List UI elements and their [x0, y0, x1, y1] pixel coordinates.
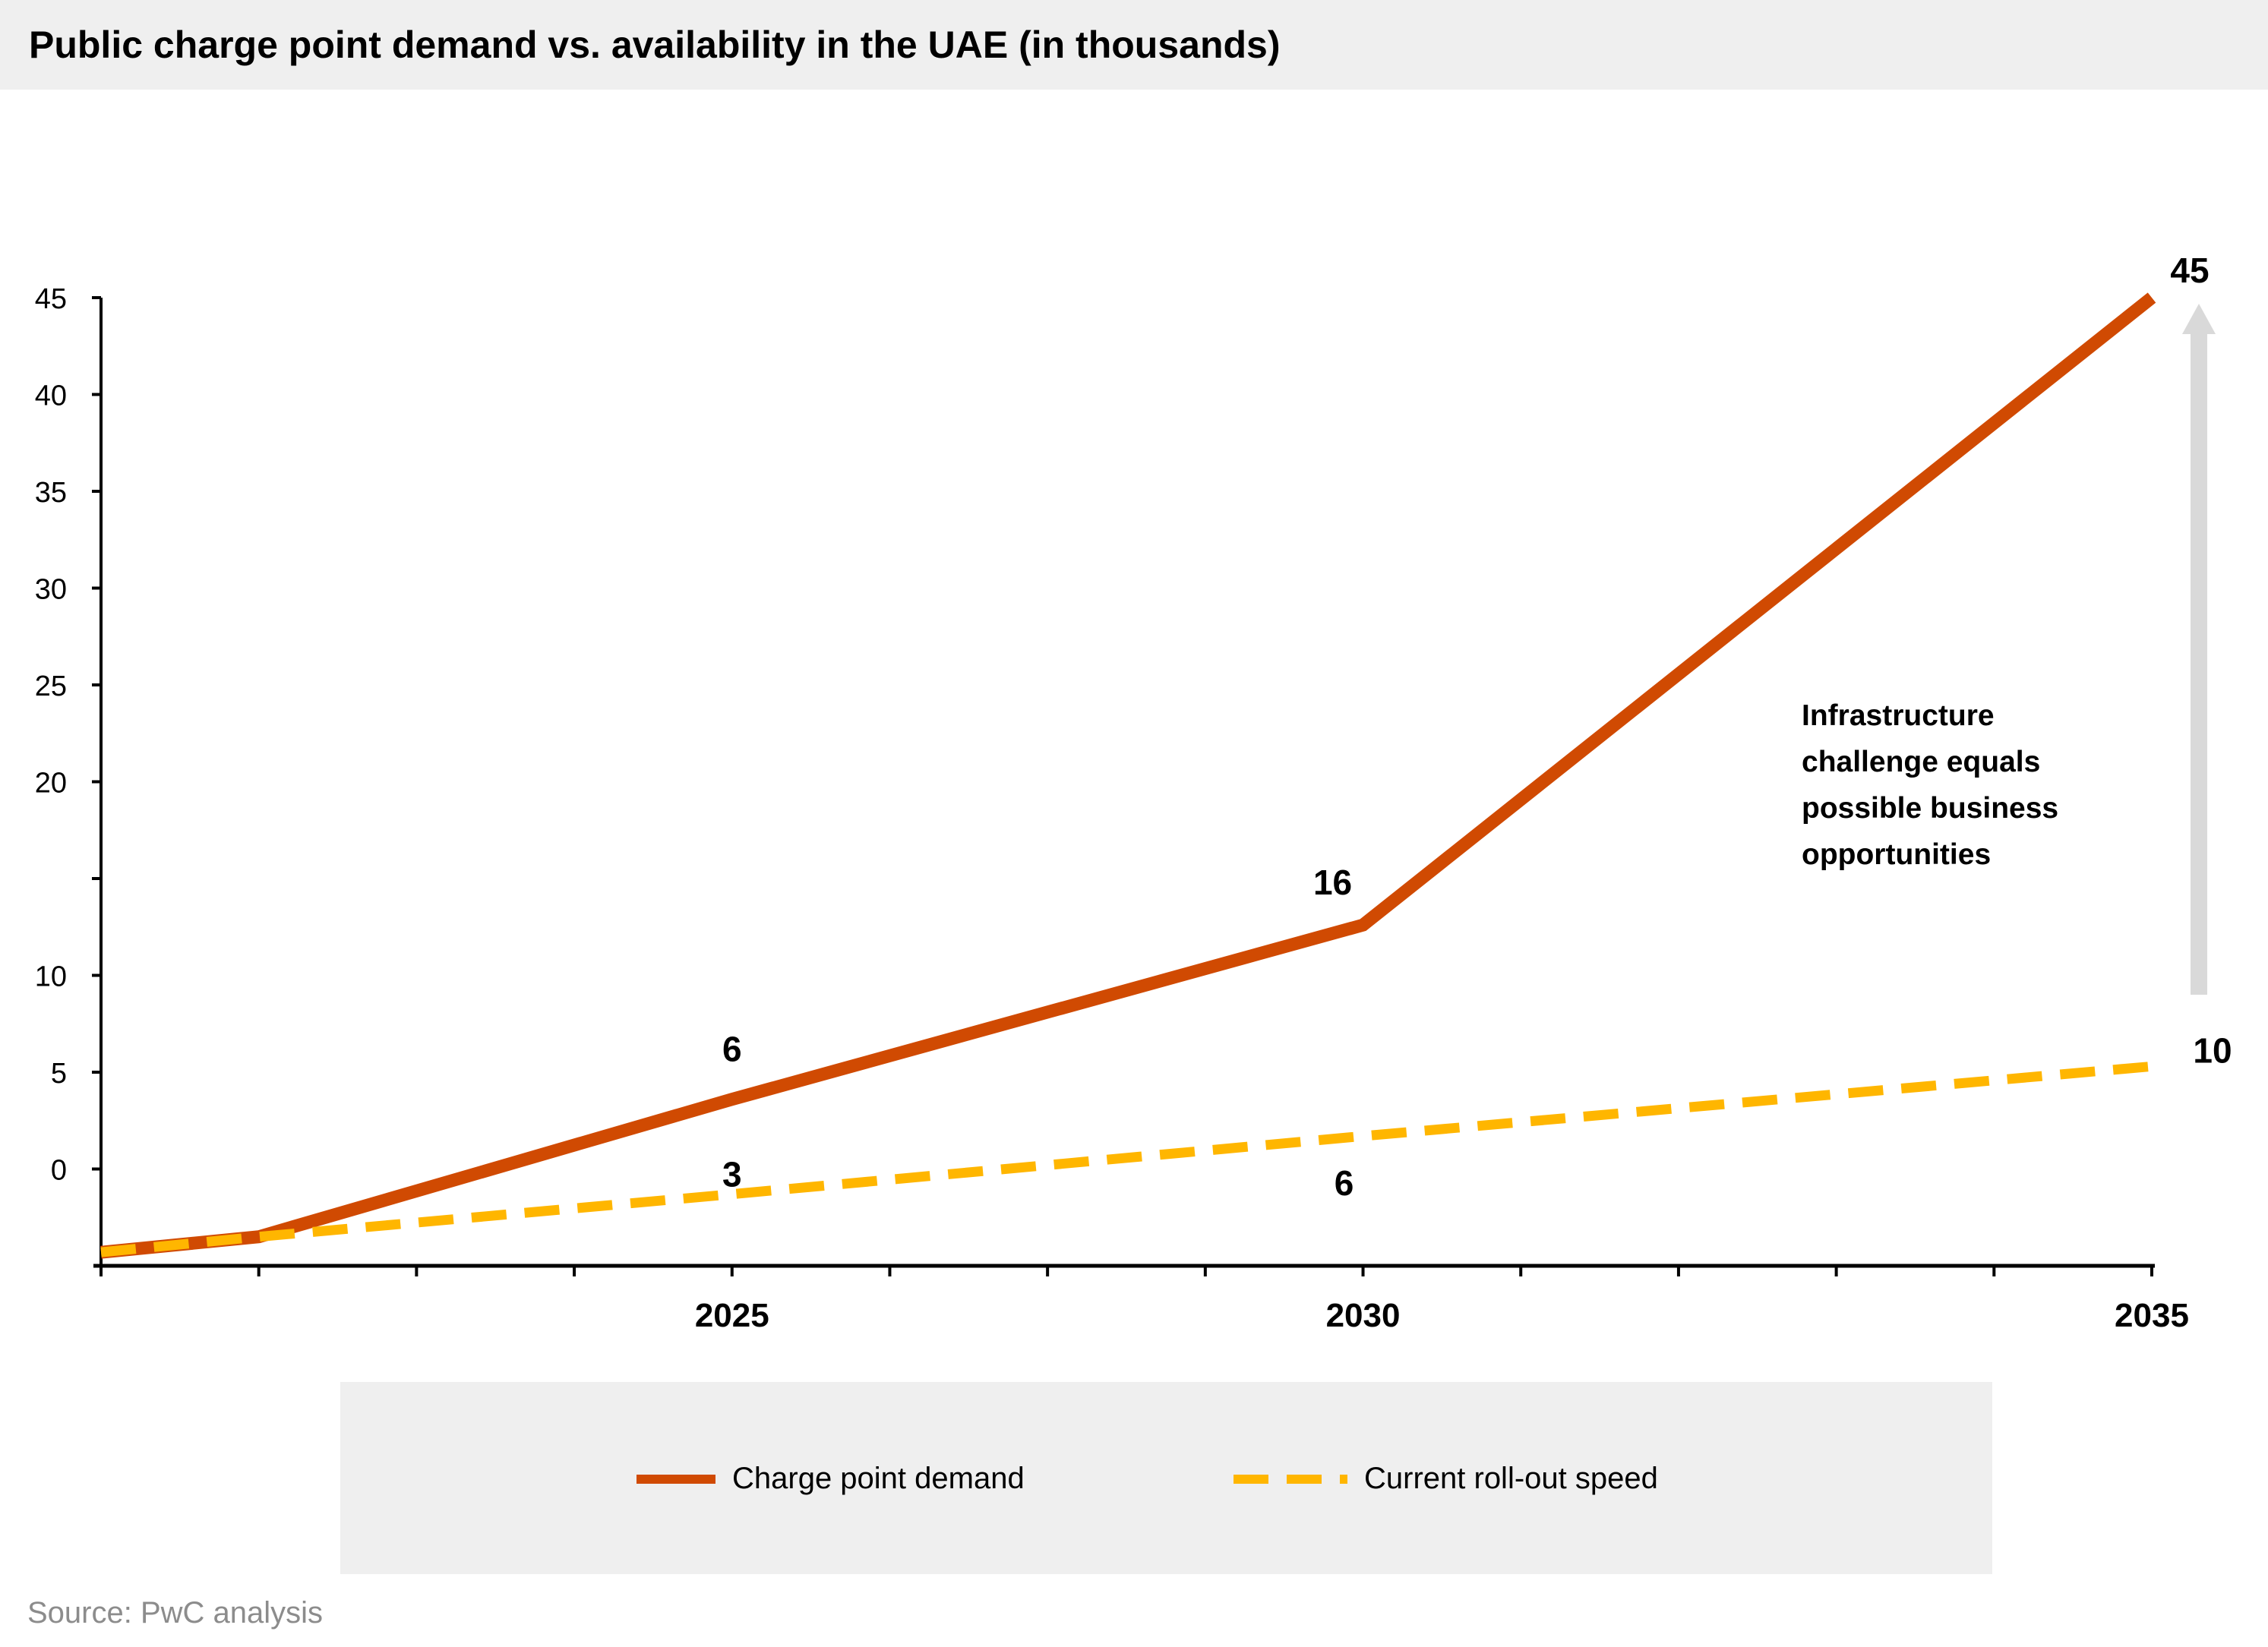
gap-arrow-head	[2182, 304, 2216, 334]
gap-arrow-shaft	[2191, 334, 2207, 995]
data-label: 10	[2193, 1030, 2232, 1070]
y-tick-label: 30	[35, 574, 67, 606]
x-tick-label: 2035	[2115, 1297, 2189, 1334]
legend-swatch-dashed	[1234, 1474, 1347, 1484]
y-tick-label: 20	[35, 768, 67, 800]
chart-title: Public charge point demand vs. availabil…	[29, 24, 1281, 66]
annotation-label: Infrastructure challenge equals possible…	[1802, 699, 2059, 871]
legend: Charge point demand Current roll-out spe…	[340, 1382, 1992, 1574]
y-tick-label: 0	[51, 1155, 67, 1187]
data-label: 16	[1313, 863, 1352, 902]
title-bar: Public charge point demand vs. availabil…	[0, 0, 2268, 90]
data-label: 6	[722, 1030, 742, 1069]
legend-item-demand: Charge point demand	[636, 1462, 1025, 1496]
annotation-text: Infrastructure challenge equals possible…	[1802, 693, 2121, 878]
data-label: 45	[2170, 251, 2209, 290]
x-tick-label: 2025	[695, 1297, 769, 1334]
y-tick-label: 45	[35, 283, 67, 315]
series-demand-line	[100, 292, 2156, 1259]
x-tick-label: 2030	[1326, 1297, 1401, 1334]
y-tick-label: 10	[35, 961, 67, 993]
legend-item-rollout: Current roll-out speed	[1234, 1462, 1658, 1496]
series-rollout-line	[100, 1061, 2153, 1257]
legend-swatch-solid	[636, 1474, 715, 1484]
y-tick-label: 40	[35, 380, 67, 412]
y-tick-label: 5	[51, 1058, 67, 1090]
legend-label: Charge point demand	[732, 1462, 1025, 1495]
y-tick-label: 35	[35, 477, 67, 509]
data-label: 6	[1335, 1163, 1354, 1203]
legend-label: Current roll-out speed	[1364, 1462, 1658, 1495]
source-note: Source: PwC analysis	[27, 1596, 324, 1630]
data-label: 3	[722, 1155, 742, 1194]
y-tick-label: 25	[35, 670, 67, 702]
